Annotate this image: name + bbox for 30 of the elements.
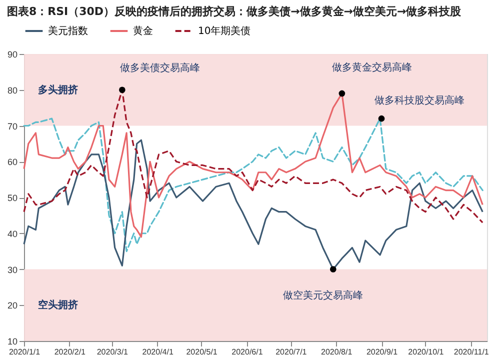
annotation: 做空美元交易高峰 [283, 289, 364, 302]
annotation: 做多黄金交易高峰 [332, 61, 412, 74]
y-tick-label: 10 [7, 336, 18, 346]
y-tick-label: 50 [7, 193, 18, 203]
chart-title: 图表8：RSI（30D）反映的疫情后的拥挤交易：做多美债→做多黄金→做空美元→做多科技股 [6, 5, 462, 18]
band-label: 空头拥挤 [38, 299, 78, 312]
annotation: 做多美债交易高峰 [120, 62, 200, 74]
band-label: 多头拥挤 [38, 84, 78, 96]
x-tick-label: 2020/8/1 [321, 348, 353, 356]
y-tick-label: 60 [7, 157, 18, 168]
legend-label: 黄金 [133, 25, 153, 37]
y-tick-label: 70 [7, 121, 18, 132]
x-tick-label: 2020/7/1 [276, 348, 308, 356]
annotation: 做多科技股交易高峰 [374, 94, 465, 107]
y-tick-label: 40 [7, 228, 18, 239]
y-tick-label: 20 [7, 300, 18, 311]
legend-label: 10年期美债 [198, 25, 251, 37]
y-tick-label: 80 [7, 85, 18, 96]
y-tick-label: 30 [7, 264, 18, 275]
x-tick-label: 2020/1/1 [8, 348, 41, 356]
x-tick-label: 2020/3/1 [96, 348, 129, 356]
x-tick-label: 2020/10/1 [408, 348, 444, 356]
x-tick-label: 2020/2/1 [54, 348, 86, 356]
y-tick-label: 90 [7, 50, 18, 60]
x-tick-label: 2020/6/1 [232, 348, 264, 356]
x-tick-label: 2020/5/1 [186, 348, 218, 356]
x-tick-label: 2020/9/1 [366, 348, 398, 356]
x-tick-label: 2020/4/1 [142, 348, 174, 356]
x-tick-label: 2020/11/1 [454, 348, 490, 356]
legend-label: 美元指数 [48, 25, 88, 37]
